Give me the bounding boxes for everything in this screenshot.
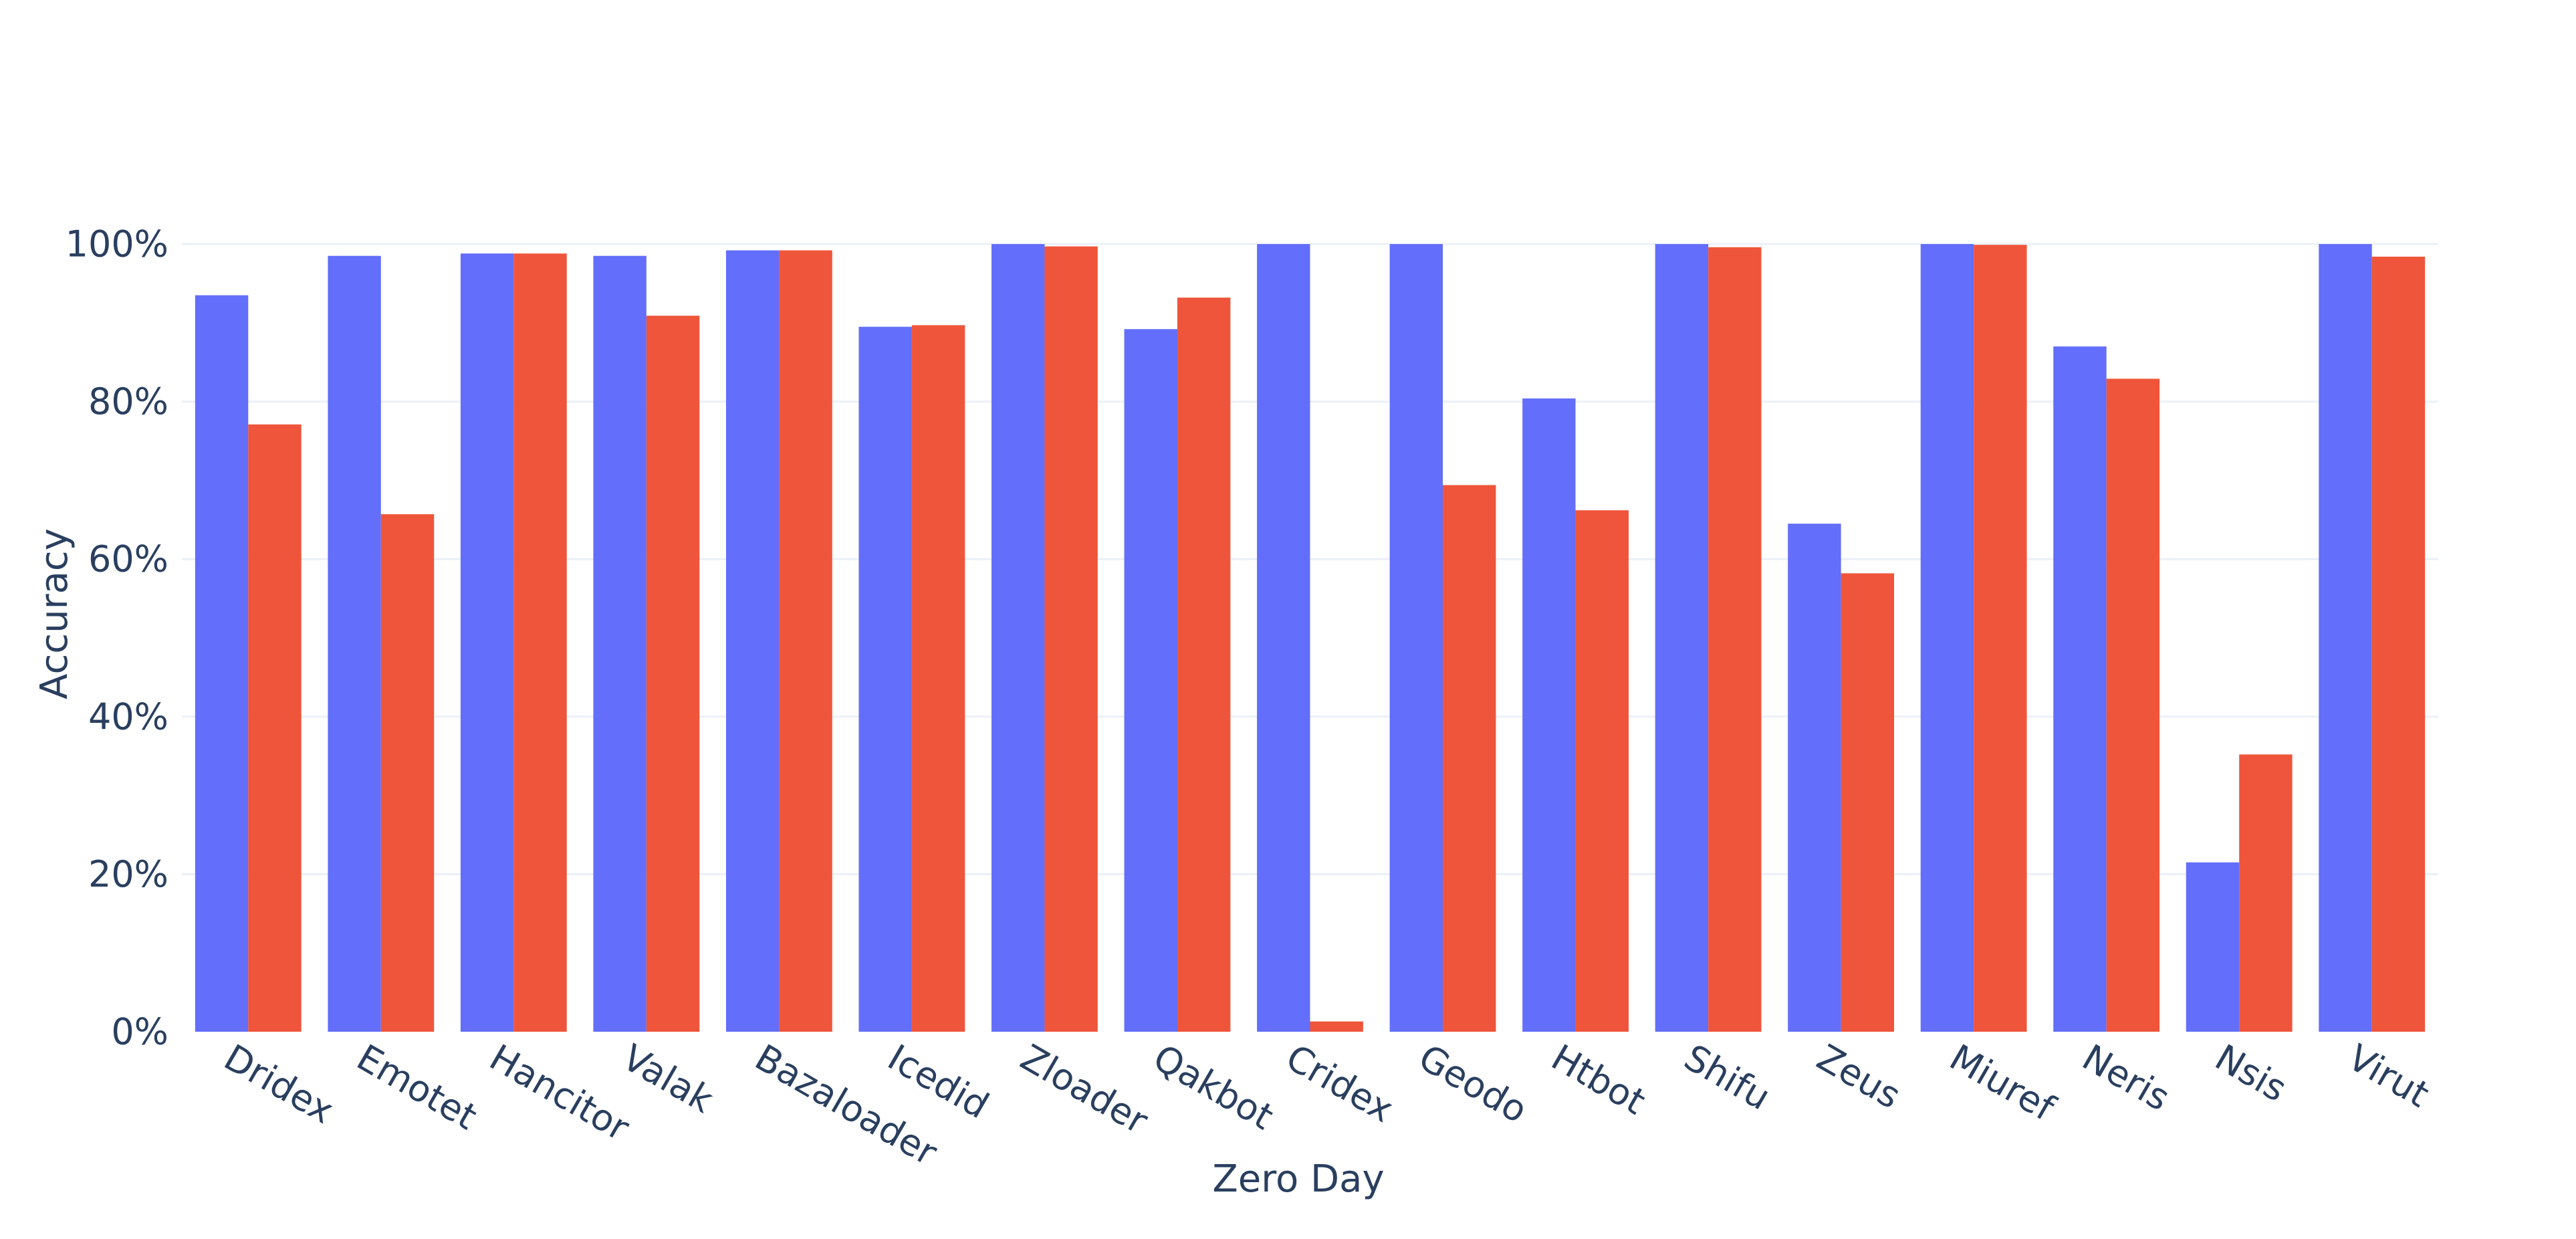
- bar-bazaloader-series-1: [725, 250, 780, 1032]
- bar-bazaloader-series-2: [779, 250, 832, 1032]
- bar-valak-series-1: [593, 255, 647, 1032]
- x-tick-label: Shifu: [1677, 1036, 1778, 1119]
- y-axis-ticks: 0% 20% 40% 60% 80% 100%: [66, 223, 168, 1053]
- bar-qakbot-series-1: [1124, 329, 1177, 1032]
- x-tick-label: Zloader: [1014, 1036, 1155, 1143]
- bar-neris-series-2: [2106, 378, 2160, 1032]
- bar-cridex-series-1: [1257, 244, 1310, 1032]
- x-tick-label: Valak: [615, 1036, 721, 1122]
- bar-icedid-series-2: [911, 325, 965, 1032]
- bar-qakbot-series-2: [1177, 298, 1231, 1032]
- bar-zeus-series-1: [1788, 524, 1841, 1032]
- bar-geodo-series-1: [1389, 244, 1443, 1032]
- bar-dridex-series-1: [195, 295, 249, 1032]
- bar-zloader-series-2: [1044, 246, 1098, 1032]
- bar-emotet-series-2: [380, 514, 435, 1032]
- bar-nsis-series-2: [2239, 754, 2293, 1032]
- bar-emotet-series-1: [328, 255, 381, 1032]
- x-axis-title: Zero Day: [1212, 1157, 1384, 1201]
- y-tick-label: 100%: [66, 223, 168, 265]
- bar-virut-series-2: [2371, 256, 2426, 1032]
- bar-geodo-series-2: [1443, 485, 1496, 1032]
- y-tick-label: 0%: [111, 1011, 168, 1053]
- bar-cridex-series-2: [1310, 1021, 1363, 1032]
- x-tick-label: Geodo: [1412, 1036, 1534, 1131]
- bars: [195, 244, 2426, 1032]
- x-tick-label: Dridex: [217, 1036, 341, 1132]
- x-tick-label: Htbot: [1544, 1036, 1653, 1123]
- bar-hancitor-series-1: [460, 253, 514, 1032]
- bar-htbot-series-2: [1575, 510, 1629, 1032]
- bar-dridex-series-2: [248, 424, 302, 1032]
- x-tick-label: Qakbot: [1146, 1036, 1280, 1138]
- bar-zloader-series-1: [991, 244, 1045, 1032]
- x-tick-label: Neris: [2075, 1036, 2177, 1119]
- x-tick-label: Emotet: [350, 1036, 484, 1138]
- bar-valak-series-2: [646, 316, 700, 1032]
- x-tick-label: Cridex: [1279, 1036, 1401, 1131]
- x-tick-label: Virut: [2341, 1036, 2436, 1116]
- x-tick-label: Miuref: [1943, 1036, 2063, 1130]
- bar-hancitor-series-2: [513, 253, 567, 1032]
- x-tick-label: Nsis: [2208, 1036, 2294, 1110]
- bar-htbot-series-1: [1522, 398, 1576, 1032]
- bar-shifu-series-2: [1708, 247, 1762, 1032]
- bar-virut-series-1: [2319, 244, 2372, 1032]
- bar-miuref-series-2: [1974, 245, 2027, 1032]
- x-tick-label: Zeus: [1810, 1036, 1907, 1117]
- bar-miuref-series-1: [1920, 244, 1974, 1032]
- y-tick-label: 40%: [88, 695, 168, 738]
- bar-neris-series-1: [2053, 346, 2107, 1032]
- bar-icedid-series-1: [858, 326, 912, 1032]
- bar-nsis-series-1: [2186, 862, 2240, 1032]
- y-axis-title: Accuracy: [33, 528, 76, 699]
- y-tick-label: 20%: [88, 853, 168, 895]
- y-tick-label: 60%: [88, 538, 168, 580]
- y-tick-label: 80%: [88, 380, 168, 423]
- x-tick-label: Hancitor: [483, 1036, 637, 1149]
- bar-zeus-series-2: [1841, 573, 1895, 1032]
- bar-shifu-series-1: [1655, 244, 1709, 1032]
